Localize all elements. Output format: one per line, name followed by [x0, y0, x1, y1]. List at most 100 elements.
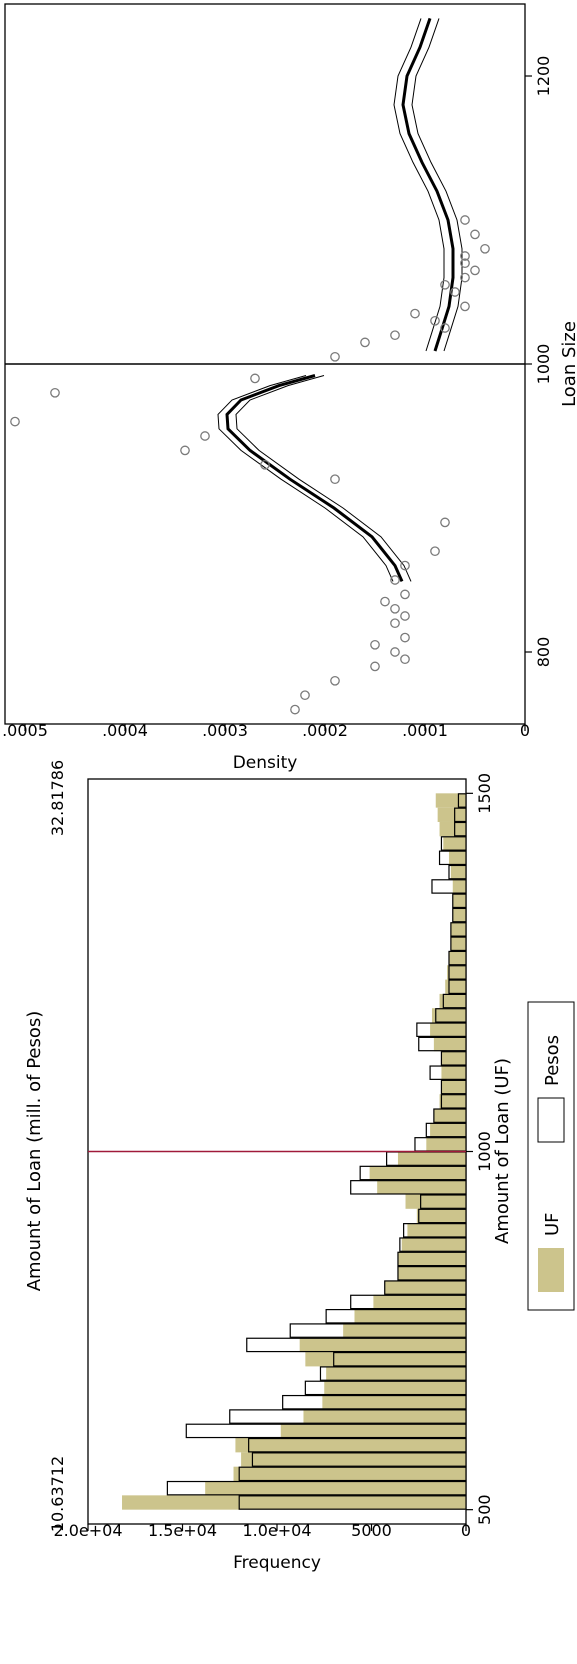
density-x-tick-label: 1200 [534, 56, 553, 97]
uf-bar [452, 907, 466, 923]
uf-bar [326, 1366, 467, 1381]
uf-bar [384, 1280, 467, 1295]
histogram-x-tick-label: 1500 [475, 773, 494, 814]
density-point [400, 654, 410, 665]
histogram-y-tick-label: 1.0e+04 [242, 1521, 311, 1540]
pesos-bar [454, 807, 467, 823]
histogram-chart: 0 5000 1.0e+04 1.5e+04 2.0e+04 500 1000 1500 F… [24, 760, 575, 1573]
density-point [10, 416, 20, 427]
uf-bar [448, 950, 466, 966]
uf-bar [397, 1151, 466, 1166]
pesos-bar [418, 1208, 467, 1224]
density-point [390, 618, 400, 629]
histogram-y-tick-label: 5000 [351, 1521, 392, 1540]
pesos-bar [440, 1094, 467, 1109]
density-point [400, 611, 410, 621]
pesos-bar [289, 1323, 467, 1338]
pesos-bar [238, 1495, 467, 1510]
density-point [440, 517, 450, 528]
uf-bars [122, 793, 467, 1510]
pesos-bar [166, 1480, 467, 1496]
pesos-bar [440, 1079, 467, 1095]
pesos-bar [452, 893, 467, 909]
uf-bar [235, 1438, 466, 1453]
density-point [330, 474, 340, 485]
density-point [330, 351, 340, 362]
density-point [370, 639, 380, 650]
pesos-bar [248, 1437, 467, 1453]
uf-bar [450, 864, 467, 880]
uf-bar [445, 979, 466, 994]
pesos-bar [438, 850, 467, 866]
ci-upper-left [217, 375, 394, 582]
density-point [470, 229, 480, 240]
pesos-bars [166, 793, 467, 1510]
density-point [460, 301, 470, 312]
density-y-tick-label: .0005 [2, 721, 48, 740]
density-y-tick-label: .0001 [402, 721, 448, 740]
uf-bar [407, 1223, 467, 1238]
legend-swatch-uf [538, 1248, 564, 1292]
legend-box [527, 1001, 575, 1311]
uf-bar [426, 1137, 466, 1152]
uf-bar [305, 1352, 466, 1367]
density-point [390, 330, 400, 341]
legend-label-uf: UF [542, 1212, 563, 1236]
uf-bar [439, 1094, 467, 1109]
pesos-bar [452, 907, 467, 923]
pesos-bar [448, 950, 467, 966]
pesos-bar [448, 979, 467, 995]
pesos-bar [251, 1452, 467, 1467]
pesos-bar [450, 936, 467, 952]
legend-swatch-pesos [537, 1097, 565, 1143]
density-x-axis: 800 1000 1200 [525, 56, 553, 668]
fit-line-left [225, 374, 404, 583]
uf-bar [397, 1266, 466, 1281]
density-y-axis: 0 .0001 .0002 .0003 .0004 .0005 [2, 721, 530, 740]
uf-bar [435, 793, 467, 808]
density-point [450, 287, 460, 297]
uf-bar [447, 965, 467, 980]
uf-bar [343, 1323, 466, 1338]
pesos-bar [429, 1065, 467, 1080]
uf-bar [377, 1180, 467, 1195]
pesos-bar [448, 864, 467, 880]
histogram-secondary-x-label: Amount of Loan (mill. of Pesos) [24, 1011, 45, 1292]
pesos-bar [333, 1351, 467, 1367]
density-point [400, 560, 410, 571]
uf-bar [450, 936, 467, 951]
density-point [480, 243, 490, 254]
pesos-bar [435, 1008, 467, 1023]
histogram-y-axis-label: Frequency [233, 1553, 321, 1573]
uf-bar [452, 879, 466, 894]
pesos-bar [304, 1380, 467, 1396]
pesos-bar [325, 1308, 467, 1324]
density-point [250, 373, 260, 384]
pesos-bar [397, 1251, 467, 1267]
density-x-tick-label: 1000 [534, 344, 553, 385]
pesos-bar [403, 1223, 467, 1238]
histogram-x-axis: 500 1000 1500 [466, 773, 494, 1525]
uf-bar [416, 1208, 466, 1224]
density-point [50, 387, 60, 398]
pesos-bar [431, 879, 467, 894]
uf-bar [373, 1294, 467, 1310]
pesos-bar [229, 1409, 467, 1424]
density-y-tick-label: .0004 [102, 721, 148, 740]
pesos-bar [457, 793, 467, 808]
pesos-bar [282, 1394, 467, 1410]
density-point [410, 308, 420, 319]
pesos-bar [440, 1051, 467, 1066]
pesos-bar [440, 836, 467, 851]
pesos-bar [350, 1180, 467, 1195]
density-point [460, 251, 470, 261]
density-x-tick-label: 800 [534, 637, 553, 668]
pesos-bar [350, 1294, 467, 1310]
uf-bar [405, 1194, 466, 1209]
density-chart: 0 .0001 .0002 .0003 .0004 .0005 800 1000 1200 D… [2, 3, 577, 773]
density-point [360, 337, 370, 348]
uf-bar [205, 1481, 466, 1496]
uf-bar [397, 1251, 466, 1267]
uf-bar [433, 1108, 466, 1123]
ci-lower-right [411, 18, 463, 352]
